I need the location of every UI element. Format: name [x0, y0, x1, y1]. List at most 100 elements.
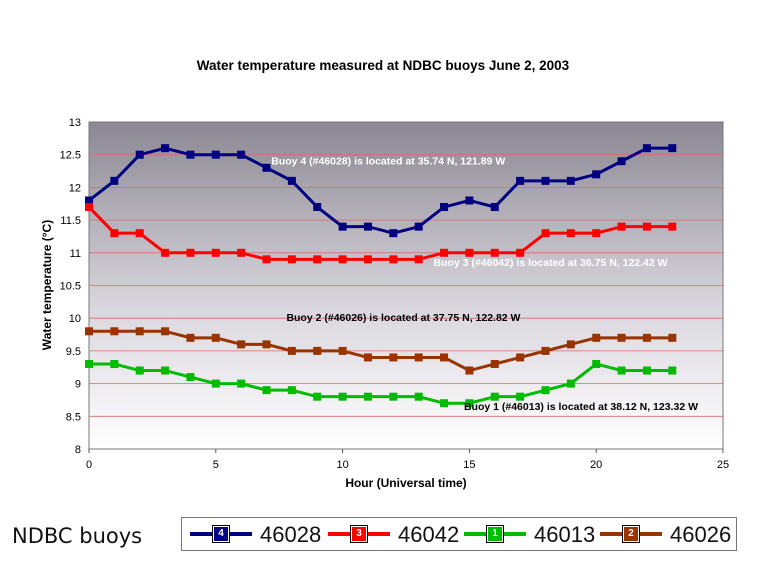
data-point	[338, 255, 347, 264]
data-point	[617, 366, 626, 375]
data-point	[414, 353, 423, 362]
data-point	[211, 150, 220, 159]
data-point	[516, 176, 525, 185]
y-tick-label: 9.5	[66, 346, 81, 358]
x-tick-label: 20	[590, 459, 602, 471]
data-point	[186, 248, 195, 257]
legend-marker: 1	[486, 525, 504, 543]
data-point	[110, 327, 119, 336]
data-point	[110, 176, 119, 185]
legend-label: 46042	[398, 522, 460, 547]
data-point	[85, 196, 93, 205]
legend-marker: 3	[350, 525, 368, 543]
data-point	[541, 346, 550, 355]
data-point	[262, 163, 271, 172]
legend-label: 46013	[534, 522, 596, 547]
buoy-annotation: Buoy 4 (#46028) is located at 35.74 N, 1…	[271, 156, 505, 168]
data-point	[617, 222, 626, 231]
y-tick-label: 12.5	[60, 150, 81, 162]
data-point	[541, 176, 550, 185]
data-point	[110, 359, 119, 368]
data-point	[566, 340, 575, 349]
data-point	[161, 366, 170, 375]
data-point	[668, 333, 677, 342]
y-tick-label: 8	[75, 444, 81, 456]
series-line	[88, 146, 673, 235]
y-tick-label: 8.5	[66, 411, 81, 423]
data-point	[465, 196, 474, 205]
data-point	[414, 222, 423, 231]
x-tick-label: 10	[336, 459, 348, 471]
data-point	[363, 353, 372, 362]
data-point	[262, 340, 271, 349]
data-point	[186, 373, 195, 382]
data-point	[490, 203, 499, 212]
data-point	[237, 248, 246, 257]
y-tick-label: 9	[75, 379, 81, 391]
data-point	[161, 144, 170, 153]
series-line	[87, 205, 673, 261]
data-point	[135, 366, 144, 375]
series-line	[89, 362, 673, 405]
data-point	[592, 229, 601, 238]
data-point	[363, 222, 372, 231]
legend-label: 46028	[260, 522, 322, 547]
legend-marker: 2	[622, 525, 640, 543]
data-point	[414, 392, 423, 401]
y-tick-label: 10.5	[60, 281, 81, 293]
x-tick-label: 25	[717, 459, 729, 471]
data-point	[287, 255, 296, 264]
buoy-annotation: Buoy 1 (#46013) is located at 38.12 N, 1…	[464, 401, 698, 413]
data-point	[668, 144, 677, 153]
x-axis-label: Hour (Universal time)	[345, 476, 466, 490]
data-point	[541, 386, 550, 395]
data-point	[389, 353, 398, 362]
y-tick-label: 11.5	[60, 215, 81, 227]
data-point	[566, 229, 575, 238]
data-point	[262, 386, 271, 395]
data-point	[592, 170, 601, 179]
data-point	[287, 386, 296, 395]
y-axis-ticks: 8 8.5 9 9.5 10 10.5 11 11.5 12 12.5 13	[60, 117, 81, 456]
data-point	[490, 359, 499, 368]
data-point	[566, 176, 575, 185]
series-46026	[85, 327, 677, 375]
data-point	[617, 333, 626, 342]
data-point	[363, 255, 372, 264]
line-chart: Water temperature measured at NDBC buoys…	[40, 58, 729, 490]
data-point	[338, 392, 347, 401]
data-point	[161, 327, 170, 336]
data-point	[85, 203, 93, 212]
y-tick-label: 12	[69, 182, 81, 194]
series-line	[89, 329, 673, 373]
data-point	[262, 255, 271, 264]
data-point	[592, 359, 601, 368]
data-point	[440, 203, 449, 212]
data-point	[668, 222, 677, 231]
data-point	[135, 327, 144, 336]
data-point	[135, 229, 144, 238]
x-tick-label: 5	[213, 459, 219, 471]
buoy-annotation: Buoy 2 (#46026) is located at 37.75 N, 1…	[286, 312, 520, 324]
data-point	[440, 399, 449, 408]
data-point	[135, 150, 144, 159]
legend-label: 46026	[670, 522, 732, 547]
data-point	[642, 333, 651, 342]
annotations: Buoy 4 (#46028) is located at 35.74 N, 1…	[271, 156, 698, 413]
data-point	[237, 150, 246, 159]
data-point	[313, 255, 322, 264]
data-point	[313, 203, 322, 212]
data-point	[541, 229, 550, 238]
data-point	[642, 366, 651, 375]
y-tick-label: 11	[70, 248, 81, 260]
data-point	[338, 346, 347, 355]
data-point	[465, 399, 474, 408]
data-point	[287, 346, 296, 355]
data-point	[211, 333, 220, 342]
chart-title: Water temperature measured at NDBC buoys…	[197, 58, 570, 73]
x-tick-label: 0	[86, 459, 92, 471]
y-tick-label: 13	[69, 117, 81, 129]
data-point	[338, 222, 347, 231]
data-point	[211, 379, 220, 388]
x-axis-ticks: 0 5 10 15 20 25	[86, 449, 729, 471]
